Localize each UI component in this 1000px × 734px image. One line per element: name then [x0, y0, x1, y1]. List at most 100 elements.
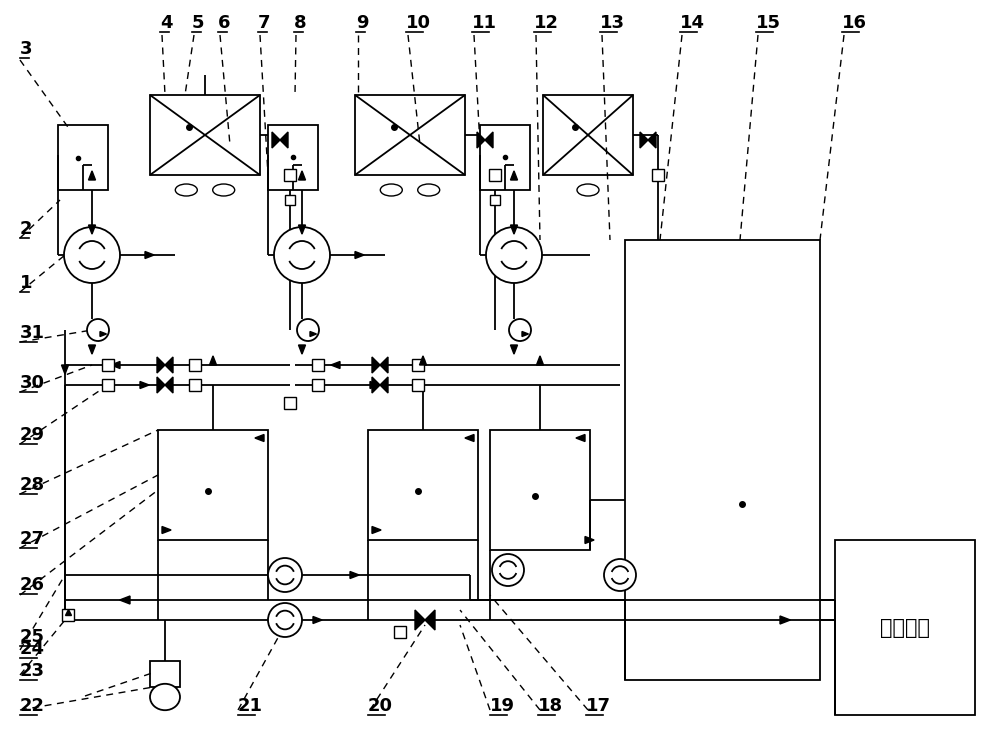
Text: 31: 31 — [20, 324, 45, 342]
Polygon shape — [298, 225, 306, 234]
Polygon shape — [372, 377, 380, 393]
Polygon shape — [420, 356, 426, 365]
Polygon shape — [640, 132, 648, 148]
Bar — [543, 95, 633, 175]
Polygon shape — [576, 435, 585, 441]
Polygon shape — [111, 362, 120, 368]
Text: 28: 28 — [20, 476, 45, 494]
Polygon shape — [511, 345, 518, 354]
Bar — [150, 95, 260, 175]
Text: 30: 30 — [20, 374, 45, 392]
Bar — [312, 379, 324, 391]
Polygon shape — [355, 252, 364, 258]
Polygon shape — [511, 225, 518, 234]
Bar — [268, 125, 318, 190]
Polygon shape — [88, 171, 96, 180]
Bar — [412, 379, 424, 391]
Text: 20: 20 — [368, 697, 393, 715]
Bar — [625, 240, 820, 680]
Polygon shape — [140, 382, 149, 388]
Circle shape — [268, 558, 302, 592]
Polygon shape — [100, 332, 106, 336]
Polygon shape — [372, 357, 380, 373]
Bar — [652, 169, 664, 181]
Polygon shape — [280, 132, 288, 148]
Polygon shape — [477, 132, 485, 148]
Polygon shape — [370, 382, 379, 388]
Polygon shape — [157, 357, 165, 373]
Bar — [489, 169, 501, 181]
Bar — [368, 430, 478, 540]
Circle shape — [492, 554, 524, 586]
Polygon shape — [298, 345, 306, 354]
Bar — [490, 195, 500, 205]
Polygon shape — [648, 132, 656, 148]
Polygon shape — [415, 610, 425, 630]
Text: 14: 14 — [680, 14, 705, 32]
Bar — [490, 430, 590, 550]
Ellipse shape — [418, 184, 440, 196]
Text: 5: 5 — [192, 14, 205, 32]
Text: 17: 17 — [586, 697, 611, 715]
Polygon shape — [380, 357, 388, 373]
Polygon shape — [380, 377, 388, 393]
Bar — [284, 169, 296, 181]
Polygon shape — [485, 132, 493, 148]
Polygon shape — [162, 526, 171, 534]
Polygon shape — [310, 332, 316, 336]
Text: 18: 18 — [538, 697, 563, 715]
Text: 15: 15 — [756, 14, 781, 32]
Text: 10: 10 — [406, 14, 431, 32]
Polygon shape — [165, 377, 173, 393]
Text: 23: 23 — [20, 662, 45, 680]
Circle shape — [486, 227, 542, 283]
Polygon shape — [210, 356, 216, 365]
Text: 9: 9 — [356, 14, 368, 32]
Polygon shape — [88, 345, 96, 354]
Ellipse shape — [175, 184, 197, 196]
Polygon shape — [165, 357, 173, 373]
Polygon shape — [313, 617, 322, 623]
Text: 8: 8 — [294, 14, 307, 32]
Text: 6: 6 — [218, 14, 230, 32]
Text: 11: 11 — [472, 14, 497, 32]
Polygon shape — [585, 537, 594, 543]
Polygon shape — [157, 377, 165, 393]
Bar — [150, 661, 180, 688]
Polygon shape — [522, 332, 528, 336]
Polygon shape — [62, 365, 68, 374]
Text: 7: 7 — [258, 14, 270, 32]
Polygon shape — [372, 526, 381, 534]
Polygon shape — [536, 356, 544, 365]
Polygon shape — [511, 171, 518, 180]
Bar — [284, 397, 296, 409]
Bar — [394, 626, 406, 638]
Text: 1: 1 — [20, 274, 32, 292]
Text: 16: 16 — [842, 14, 867, 32]
Ellipse shape — [213, 184, 235, 196]
Circle shape — [297, 319, 319, 341]
Polygon shape — [255, 435, 264, 441]
Bar — [285, 195, 295, 205]
Text: 27: 27 — [20, 530, 45, 548]
Polygon shape — [298, 171, 306, 180]
Text: 2: 2 — [20, 220, 32, 238]
Circle shape — [604, 559, 636, 591]
Polygon shape — [88, 225, 96, 234]
Text: 22: 22 — [20, 697, 45, 715]
Bar — [312, 359, 324, 371]
Bar — [62, 609, 74, 621]
Text: 19: 19 — [490, 697, 515, 715]
Circle shape — [87, 319, 109, 341]
Polygon shape — [272, 132, 280, 148]
Text: 13: 13 — [600, 14, 625, 32]
Text: 21: 21 — [238, 697, 263, 715]
Text: 12: 12 — [534, 14, 559, 32]
Polygon shape — [780, 616, 790, 624]
Bar — [412, 359, 424, 371]
Polygon shape — [465, 435, 474, 441]
Polygon shape — [425, 610, 435, 630]
Bar — [102, 379, 114, 391]
Text: 空调末端: 空调末端 — [880, 617, 930, 638]
Bar — [480, 125, 530, 190]
